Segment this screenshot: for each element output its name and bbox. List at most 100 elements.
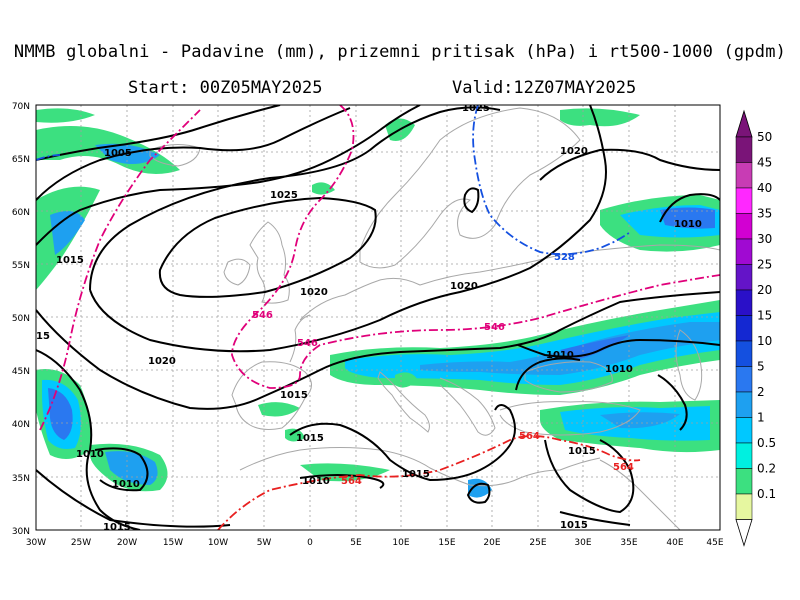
isobar-line bbox=[36, 469, 231, 528]
lat-label: 50N bbox=[12, 314, 30, 324]
map-plot-area: 1005 1015 1025 1020 1020 1025 1010 1020 … bbox=[36, 103, 720, 533]
legend-swatch bbox=[735, 315, 753, 342]
legend-swatch bbox=[735, 162, 753, 189]
lon-label: 10E bbox=[392, 538, 409, 548]
isobar-label: 1020 bbox=[560, 146, 588, 157]
precip-area bbox=[105, 451, 158, 485]
map-title: NMMB globalni - Padavine (mm), prizemni … bbox=[13, 42, 787, 62]
lat-label: 30N bbox=[12, 527, 30, 537]
legend-swatch bbox=[735, 340, 753, 367]
legend-swatch bbox=[735, 442, 753, 469]
coastlines bbox=[149, 107, 720, 530]
lon-label: 0 bbox=[307, 538, 313, 548]
legend-swatch bbox=[735, 213, 753, 240]
isobar-line bbox=[289, 404, 516, 482]
isobar-label: 1010 bbox=[112, 479, 140, 490]
legend-swatch bbox=[735, 289, 753, 316]
lon-label: 40E bbox=[666, 538, 683, 548]
lat-label: 35N bbox=[12, 474, 30, 484]
lat-label: 45N bbox=[12, 367, 30, 377]
precip-legend: 50 45 40 35 30 25 20 15 10 5 2 1 0.5 0.2 0.1 bbox=[735, 109, 776, 547]
thickness-label: 564 bbox=[519, 431, 540, 442]
isobar-line bbox=[466, 482, 491, 504]
isobar-line bbox=[659, 193, 720, 223]
precip-area bbox=[312, 182, 335, 195]
legend-swatch bbox=[735, 264, 753, 291]
lon-label: 20E bbox=[483, 538, 500, 548]
precip-area bbox=[48, 388, 73, 440]
coastline bbox=[377, 371, 430, 433]
legend-label: 20 bbox=[757, 283, 772, 297]
isobar-line bbox=[36, 349, 141, 530]
isobar-label: 1025 bbox=[270, 190, 298, 201]
legend-label: 50 bbox=[757, 130, 772, 144]
isobar-line bbox=[539, 148, 720, 181]
lon-label: 5E bbox=[350, 538, 362, 548]
legend-arrow-top bbox=[735, 109, 753, 138]
precip-area bbox=[560, 335, 630, 360]
thickness-label: 528 bbox=[554, 252, 575, 263]
isobar-label: 1020 bbox=[148, 356, 176, 367]
legend-swatch bbox=[735, 238, 753, 265]
precip-area bbox=[36, 108, 95, 123]
isobar-line bbox=[36, 105, 281, 161]
coastline bbox=[231, 361, 312, 430]
coastline bbox=[359, 107, 581, 269]
isobar-label: 1015 bbox=[568, 446, 596, 457]
legend-swatch bbox=[735, 187, 753, 214]
isobar-label: 1020 bbox=[300, 287, 328, 298]
isobar-line bbox=[463, 187, 480, 214]
lon-label: 5W bbox=[257, 538, 272, 548]
precip-area bbox=[660, 207, 715, 229]
lon-label: 30E bbox=[574, 538, 591, 548]
isobar-labels: 1005 1015 1025 1020 1020 1025 1010 1020 … bbox=[36, 103, 702, 533]
legend-arrow-bottom bbox=[735, 519, 753, 547]
thickness-label: 564 bbox=[341, 476, 362, 487]
isobar-label: 1010 bbox=[76, 449, 104, 460]
isobar-label: 1025 bbox=[462, 103, 490, 114]
isobar-line bbox=[89, 106, 501, 291]
isobar-label: 1015 bbox=[103, 522, 131, 533]
legend-label: 1 bbox=[757, 411, 765, 425]
legend-label: 0.5 bbox=[757, 436, 776, 450]
isobar-line bbox=[36, 107, 351, 201]
coastline bbox=[524, 361, 613, 393]
legend-label: 35 bbox=[757, 207, 772, 221]
legend-label: 10 bbox=[757, 334, 772, 348]
precip-area bbox=[560, 108, 640, 127]
lon-label: 25W bbox=[71, 538, 91, 548]
lon-label: 10W bbox=[208, 538, 228, 548]
start-time: Start: 00Z05MAY2025 bbox=[128, 78, 323, 98]
thickness-lines bbox=[36, 105, 720, 530]
coastline bbox=[223, 258, 251, 286]
isobar-label: 1010 bbox=[546, 350, 574, 361]
legend-swatch bbox=[735, 417, 753, 444]
lon-label: 25E bbox=[529, 538, 546, 548]
map-frame bbox=[35, 104, 721, 531]
legend-label: 45 bbox=[757, 156, 772, 170]
lat-label: 70N bbox=[12, 102, 30, 112]
thickness-528-line bbox=[472, 105, 631, 256]
lon-label: 15E bbox=[438, 538, 455, 548]
isobar-label: 1015 bbox=[296, 433, 324, 444]
precip-area bbox=[285, 428, 305, 442]
lat-label: 40N bbox=[12, 420, 30, 430]
isobar-label: 1015 bbox=[560, 520, 588, 531]
lon-label: 45E bbox=[706, 538, 723, 548]
isobar-label: 1005 bbox=[104, 148, 132, 159]
legend-label: 0.1 bbox=[757, 487, 776, 501]
thickness-label: 546 bbox=[484, 322, 505, 333]
precip-area bbox=[258, 402, 300, 417]
legend-label: 0.2 bbox=[757, 462, 776, 476]
isobar-line bbox=[559, 511, 631, 526]
legend-label: 30 bbox=[757, 232, 772, 246]
thickness-labels: 528 546 546 546 564 564 564 bbox=[252, 252, 634, 487]
isobar-line bbox=[299, 474, 385, 489]
thickness-label: 546 bbox=[252, 310, 273, 321]
isobar-label: 1010 bbox=[302, 476, 330, 487]
isobar-line bbox=[36, 291, 720, 410]
thickness-546-line bbox=[39, 109, 201, 431]
isobar-line bbox=[36, 105, 421, 246]
coastline bbox=[289, 314, 311, 363]
lon-label: 30W bbox=[26, 538, 46, 548]
